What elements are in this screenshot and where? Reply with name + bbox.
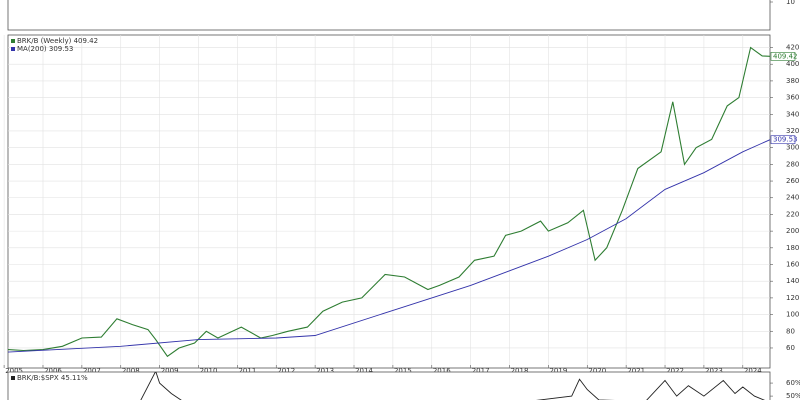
x-tick-label: 2011: [238, 367, 256, 375]
legend-label: BRK/B:$SPX 45.11%: [17, 374, 88, 382]
y-tick-label: 380: [786, 77, 799, 85]
y-tick-label: 10: [786, 0, 795, 6]
x-tick-label: 2005: [5, 367, 23, 375]
legend-label: MA(200) 309.53: [17, 45, 73, 53]
panel: [7, 371, 771, 400]
legend-swatch: [11, 47, 15, 51]
series-line: [140, 372, 766, 400]
y-tick-label: 60%: [786, 379, 800, 387]
x-tick-label: 2010: [200, 367, 218, 375]
x-tick-label: 2018: [511, 367, 529, 375]
y-tick-label: 180: [786, 244, 799, 252]
panel: [7, 0, 771, 31]
y-tick-label: 140: [786, 277, 799, 285]
x-tick-label: 2017: [472, 367, 490, 375]
end-badge: [770, 135, 796, 145]
y-tick-label: 280: [786, 160, 799, 168]
y-tick-label: 50%: [786, 392, 800, 400]
y-tick-label: 400: [786, 60, 799, 68]
x-tick-label: 2012: [277, 367, 295, 375]
series-line: [8, 46, 770, 358]
y-tick-label: 100: [786, 311, 799, 319]
y-tick-label: 160: [786, 261, 799, 269]
legend-swatch: [11, 376, 15, 380]
y-tick-label: 320: [786, 127, 799, 135]
y-tick-label: 120: [786, 294, 799, 302]
x-tick-label: 2016: [433, 367, 451, 375]
y-tick-label: 240: [786, 194, 799, 202]
x-tick-label: 2023: [705, 367, 723, 375]
x-tick-label: 2022: [666, 367, 684, 375]
y-tick-label: 220: [786, 210, 799, 218]
y-tick-label: 420: [786, 44, 799, 52]
end-label: 309.53: [773, 136, 798, 144]
x-tick-label: 2008: [122, 367, 140, 375]
y-tick-label: 60: [786, 344, 795, 352]
x-tick-label: 2019: [549, 367, 567, 375]
y-tick-label: 80: [786, 327, 795, 335]
x-tick-label: 2013: [316, 367, 334, 375]
panel: [7, 34, 771, 369]
x-tick-label: 2020: [588, 367, 606, 375]
x-tick-label: 2006: [44, 367, 62, 375]
end-label: 409.42: [773, 52, 798, 60]
end-badge: [770, 52, 796, 61]
series-line: [8, 139, 770, 353]
y-tick-label: 340: [786, 110, 799, 118]
x-tick-label: 2015: [394, 367, 412, 375]
y-tick-label: 200: [786, 227, 799, 235]
x-tick-label: 2014: [355, 367, 373, 375]
x-tick-label: 2021: [627, 367, 645, 375]
legend-label: BRK/B (Weekly) 409.42: [17, 37, 98, 45]
x-tick-label: 2024: [744, 367, 762, 375]
y-tick-label: 360: [786, 94, 799, 102]
legend-swatch: [11, 39, 15, 43]
y-tick-label: 260: [786, 177, 799, 185]
x-tick-label: 2009: [161, 367, 179, 375]
x-tick-label: 2007: [83, 367, 101, 375]
y-tick-label: 300: [786, 144, 799, 152]
